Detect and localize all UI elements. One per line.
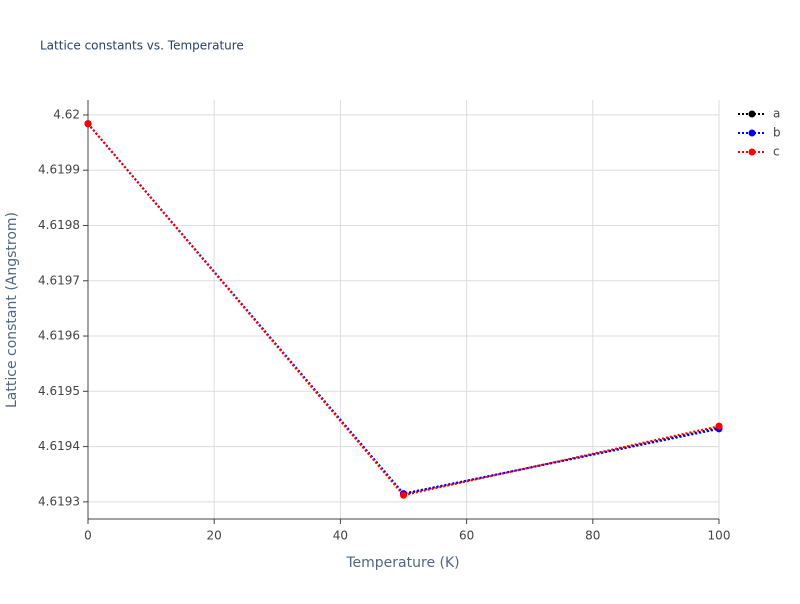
series-line — [87, 123, 720, 497]
x-tick-label: 60 — [459, 529, 474, 543]
y-tick-label: 4.6197 — [38, 273, 80, 287]
legend-label: b — [773, 126, 781, 140]
legend-label: a — [773, 107, 780, 121]
x-tick-label: 80 — [585, 529, 600, 543]
data-point — [715, 422, 723, 430]
y-tick-label: 4.6195 — [38, 384, 80, 398]
legend-marker — [748, 129, 756, 137]
x-tick-label: 20 — [207, 529, 222, 543]
data-point — [84, 120, 92, 128]
series-line — [87, 123, 720, 495]
legend-marker — [748, 110, 756, 118]
y-tick-label: 4.6193 — [38, 494, 80, 508]
legend-marker — [748, 148, 756, 156]
legend-label: c — [773, 145, 780, 159]
y-tick-label: 4.6196 — [38, 329, 80, 343]
series-line — [87, 123, 720, 496]
y-tick-label: 4.62 — [53, 107, 80, 121]
y-tick-label: 4.6194 — [38, 439, 80, 453]
y-tick-label: 4.6199 — [38, 163, 80, 177]
data-point — [400, 491, 407, 499]
y-axis-label: Lattice constant (Angstrom) — [4, 212, 20, 408]
chart-title: Lattice constants vs. Temperature — [40, 39, 244, 53]
y-tick-label: 4.6198 — [38, 218, 80, 232]
x-tick-label: 40 — [333, 529, 348, 543]
x-tick-label: 0 — [84, 529, 92, 543]
x-tick-label: 100 — [708, 529, 731, 543]
x-axis-label: Temperature (K) — [345, 555, 459, 571]
